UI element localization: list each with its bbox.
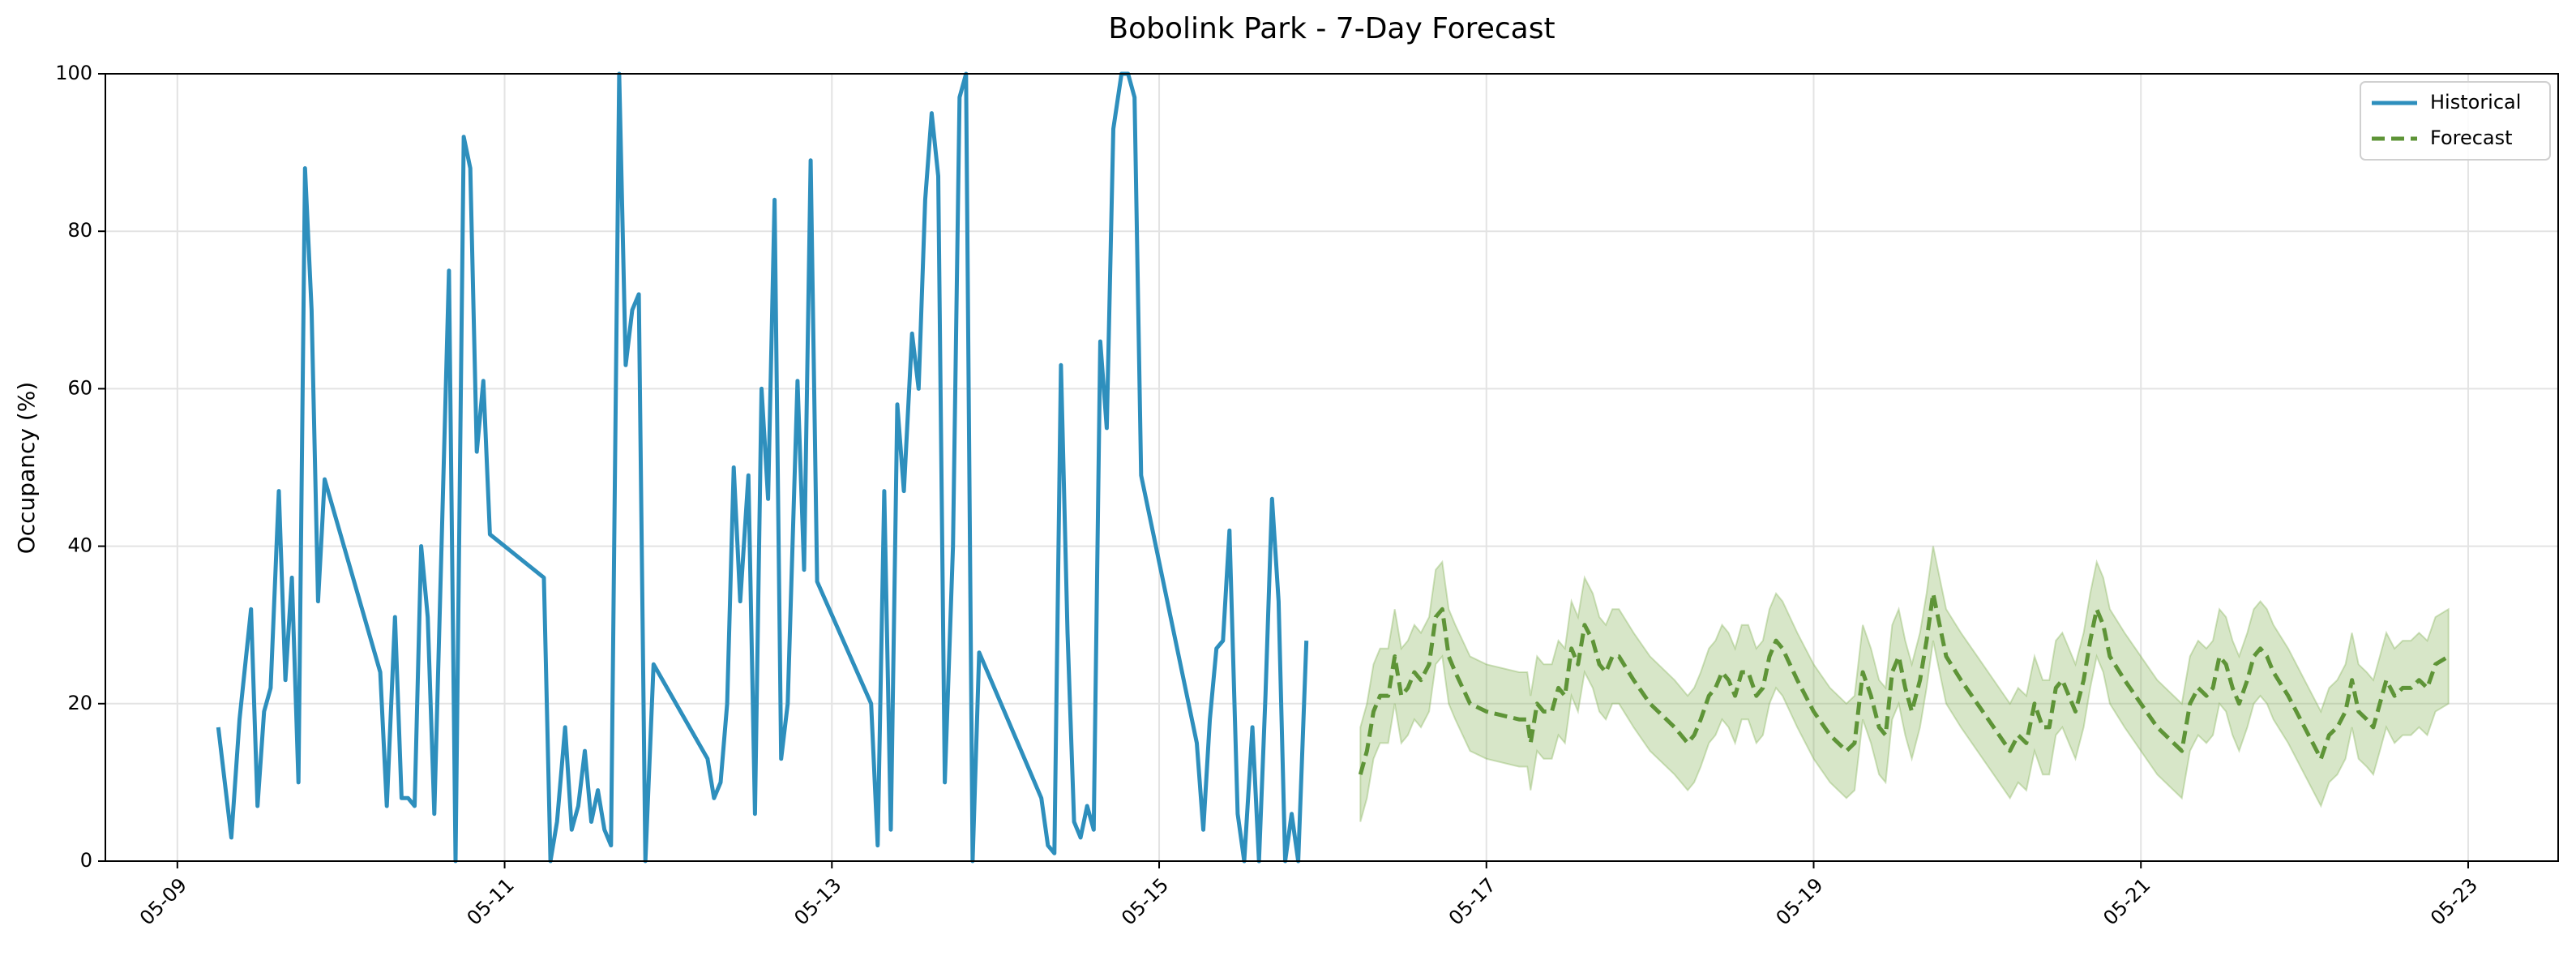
x-tick-label: 05-09 xyxy=(135,873,191,929)
series-line xyxy=(1358,591,2450,775)
x-tick-label: 05-13 xyxy=(789,873,845,929)
series-line xyxy=(216,71,1309,864)
y-tick-label: 40 xyxy=(67,534,92,557)
y-tick-label: 60 xyxy=(67,376,92,399)
plot-frame xyxy=(105,73,2559,862)
x-tick-label: 05-11 xyxy=(463,873,519,929)
legend-label: Forecast xyxy=(2430,126,2513,149)
legend-label: Historical xyxy=(2430,91,2521,114)
x-tick-label: 05-23 xyxy=(2426,873,2482,929)
y-tick-label: 20 xyxy=(67,692,92,714)
y-axis-label: Occupancy (%) xyxy=(13,382,40,555)
chart-title: Bobolink Park - 7-Day Forecast xyxy=(1108,12,1555,45)
x-tick-label: 05-17 xyxy=(1444,873,1500,929)
x-tick-label: 05-15 xyxy=(1117,873,1173,929)
y-tick-label: 80 xyxy=(67,219,92,242)
x-tick-label: 05-19 xyxy=(1772,873,1828,929)
y-tick-label: 100 xyxy=(55,62,92,84)
y-tick-label: 0 xyxy=(80,849,92,872)
x-tick-label: 05-21 xyxy=(2099,873,2155,929)
